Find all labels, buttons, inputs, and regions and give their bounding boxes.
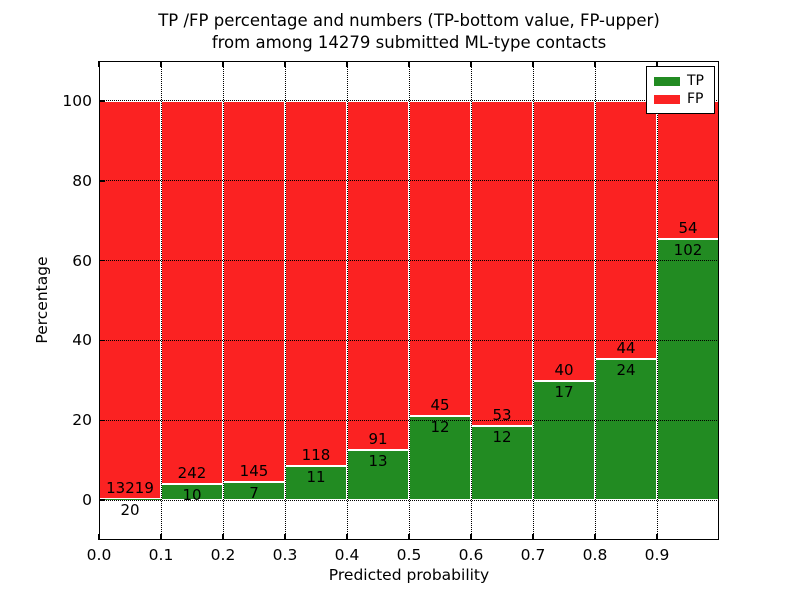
x-tick-mark	[222, 534, 224, 540]
grid-line-vertical	[470, 61, 472, 540]
y-tick-mark	[99, 499, 105, 501]
x-tick-mark	[656, 534, 658, 540]
fp-count-label: 54	[678, 219, 698, 238]
y-tick-label: 20	[72, 411, 92, 430]
x-tick-mark-top	[222, 61, 224, 67]
legend: TP FP	[646, 66, 715, 114]
fp-count-label: 242	[177, 464, 207, 483]
x-tick-label: 0.2	[210, 546, 236, 564]
x-tick-mark	[408, 534, 410, 540]
y-tick-mark	[99, 339, 105, 342]
grid-line-vertical	[594, 61, 596, 540]
x-tick-label: 0.0	[86, 546, 112, 564]
fp-bar-segment	[99, 100, 161, 500]
x-tick-mark	[346, 534, 348, 540]
x-tick-label: 0.1	[148, 546, 174, 564]
legend-item-tp: TP	[654, 74, 707, 88]
grid-line-vertical	[284, 61, 286, 540]
fp-bar-segment	[223, 100, 285, 482]
y-tick-label: 60	[72, 251, 92, 270]
tp-count-label: 20	[120, 501, 140, 520]
y-tick-mark	[99, 259, 105, 262]
fp-bar-segment	[161, 100, 223, 485]
tp-bar-segment	[657, 239, 719, 501]
tp-count-label: 24	[616, 361, 636, 380]
x-tick-mark-top	[284, 61, 286, 67]
x-tick-mark-top	[656, 61, 658, 67]
tp-bar-segment	[595, 359, 657, 501]
y-tick-mark	[99, 100, 105, 102]
fp-bar-segment	[657, 100, 719, 240]
x-tick-mark	[532, 534, 534, 540]
fp-bar-segment	[409, 100, 471, 417]
chart-title-line1: TP /FP percentage and numbers (TP-bottom…	[158, 11, 660, 30]
tp-bar-segment	[409, 416, 471, 501]
fp-count-label: 40	[554, 361, 574, 380]
x-tick-mark	[98, 534, 100, 540]
chart-title: TP /FP percentage and numbers (TP-bottom…	[99, 10, 719, 54]
x-tick-label: 0.6	[458, 546, 484, 564]
x-tick-mark-top	[346, 61, 348, 67]
tp-bar-segment	[533, 381, 595, 501]
fp-count-label: 53	[492, 406, 512, 425]
y-tick-label: 40	[72, 331, 92, 350]
x-tick-label: 0.8	[582, 546, 608, 564]
x-tick-mark	[160, 534, 162, 540]
y-tick-label: 0	[82, 491, 92, 510]
fp-count-label: 145	[239, 461, 269, 480]
tp-count-label: 13	[368, 452, 388, 471]
x-tick-mark-top	[532, 61, 534, 67]
legend-swatch-fp	[654, 94, 680, 104]
legend-item-fp: FP	[654, 92, 707, 106]
legend-swatch-tp	[654, 76, 680, 86]
tp-count-label: 12	[492, 428, 512, 447]
tp-count-label: 102	[673, 241, 703, 260]
tp-count-label: 7	[249, 483, 259, 502]
grid-line-vertical	[160, 61, 162, 540]
x-tick-label: 0.7	[520, 546, 546, 564]
plot-area: 13219 20 242 10 145 7 118 11 91 13 45 12 53 12 40 17 44 2…	[99, 61, 719, 540]
x-tick-mark	[594, 534, 596, 540]
tp-count-label: 10	[182, 486, 202, 505]
fp-count-label: 44	[616, 339, 636, 358]
fp-bar-segment	[347, 100, 409, 451]
x-tick-mark	[470, 534, 472, 540]
tp-count-label: 17	[554, 383, 574, 402]
y-tick-mark	[99, 180, 105, 182]
grid-line-vertical	[532, 61, 534, 540]
grid-line-vertical	[408, 61, 410, 540]
fp-bar-segment	[533, 100, 595, 382]
x-tick-label: 0.4	[334, 546, 360, 564]
fp-bar-segment	[285, 100, 347, 467]
tp-count-label: 11	[306, 468, 326, 487]
x-tick-mark	[284, 534, 286, 540]
chart-title-line2: from among 14279 submitted ML-type conta…	[211, 33, 607, 52]
y-tick-mark	[99, 419, 105, 421]
legend-label: TP	[687, 73, 704, 89]
grid-line-vertical	[222, 61, 224, 540]
legend-label: FP	[687, 91, 704, 107]
fp-count-label: 13219	[106, 479, 154, 498]
x-tick-mark-top	[594, 61, 596, 67]
x-tick-mark-top	[160, 61, 162, 67]
x-tick-mark-top	[98, 61, 100, 67]
tp-count-label: 12	[430, 418, 450, 437]
x-tick-mark-top	[408, 61, 410, 67]
y-tick-label: 80	[72, 171, 92, 190]
fp-count-label: 118	[301, 446, 331, 465]
grid-line-vertical	[656, 61, 658, 540]
fp-count-label: 45	[430, 396, 450, 415]
x-axis-label: Predicted probability	[328, 566, 490, 584]
x-tick-mark-top	[470, 61, 472, 67]
grid-line-vertical	[346, 61, 348, 540]
x-tick-label: 0.5	[396, 546, 422, 564]
x-tick-label: 0.3	[272, 546, 298, 564]
y-tick-label: 100	[62, 91, 92, 110]
fp-count-label: 91	[368, 430, 388, 449]
x-tick-label: 0.9	[644, 546, 670, 564]
